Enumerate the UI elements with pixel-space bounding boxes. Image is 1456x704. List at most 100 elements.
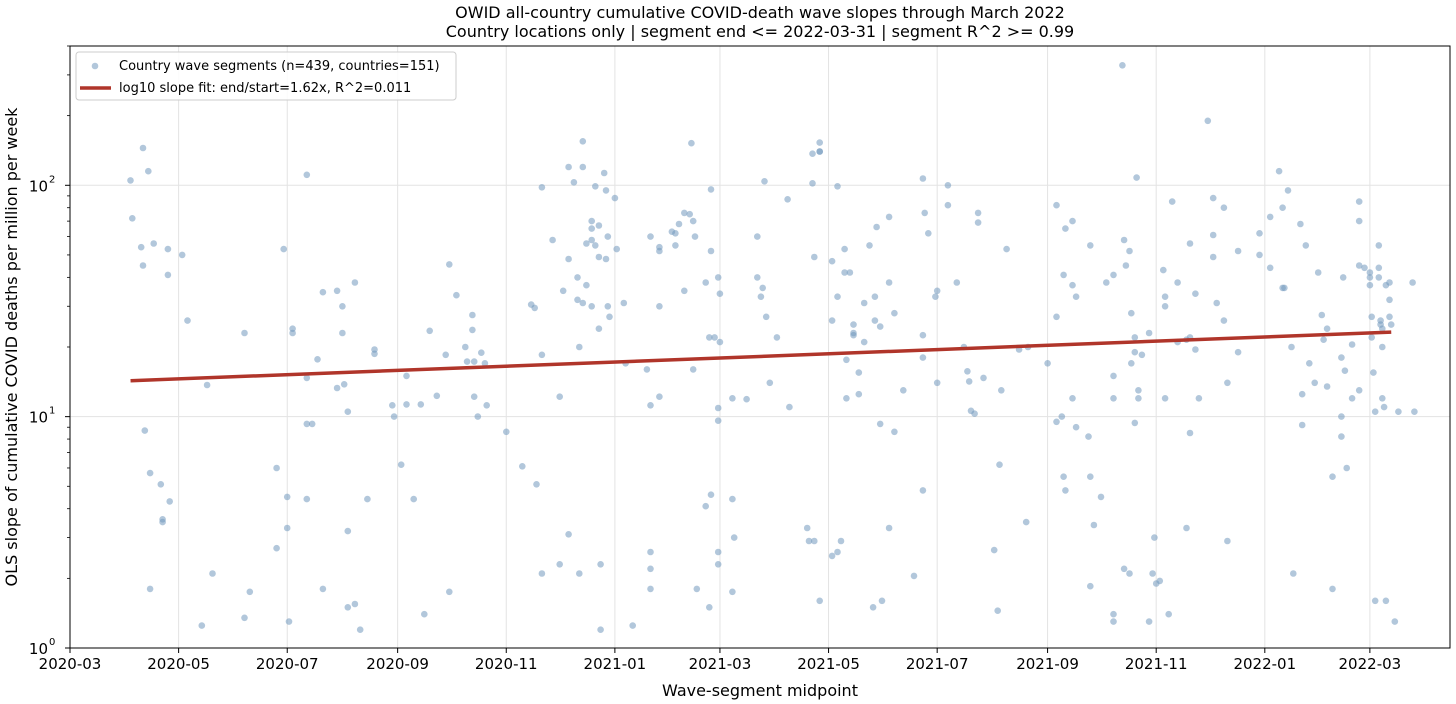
scatter-point xyxy=(356,626,364,633)
scatter-point xyxy=(816,139,823,146)
y-tick-label: 10 xyxy=(29,409,48,427)
y-tick-exponent: 2 xyxy=(49,174,55,185)
scatter-point xyxy=(841,245,848,253)
scatter-point xyxy=(629,622,636,629)
scatter-point xyxy=(478,349,485,357)
scatter-point xyxy=(1087,582,1094,590)
scatter-point xyxy=(556,393,563,401)
grid-lines xyxy=(69,46,1450,649)
scatter-point xyxy=(1165,610,1172,618)
x-tick-label: 2020-03 xyxy=(39,655,102,673)
scatter-point xyxy=(944,182,952,189)
scatter-point xyxy=(834,293,841,301)
scatter-point xyxy=(1069,281,1076,289)
scatter-point xyxy=(1375,242,1383,249)
scatter-point xyxy=(474,413,482,420)
scatter-point xyxy=(811,537,818,545)
scatter-point xyxy=(647,585,654,593)
scatter-point xyxy=(597,561,604,568)
scatter-point xyxy=(308,420,316,428)
scatter-point xyxy=(1366,274,1374,281)
scatter-point xyxy=(850,331,857,339)
chart-title-line-2: Country locations only | segment end <= … xyxy=(446,22,1074,41)
scatter-point xyxy=(1120,236,1128,244)
scatter-point xyxy=(1290,570,1297,577)
scatter-point xyxy=(390,413,398,420)
scatter-point xyxy=(595,222,603,229)
scatter-point xyxy=(691,233,699,240)
scatter-point xyxy=(1003,245,1010,253)
scatter-point xyxy=(565,163,572,171)
scatter-point xyxy=(1361,264,1368,272)
scatter-point xyxy=(595,325,603,333)
scatter-point xyxy=(1087,242,1094,249)
scatter-point xyxy=(469,311,476,319)
y-tick-exponent: 0 xyxy=(49,637,55,648)
x-tick-label: 2020-07 xyxy=(256,655,319,673)
scatter-points xyxy=(127,62,1418,633)
scatter-point xyxy=(1110,610,1117,618)
scatter-point xyxy=(754,233,761,240)
scatter-point xyxy=(159,518,166,526)
scatter-point xyxy=(869,604,877,611)
scatter-point xyxy=(1256,251,1263,259)
scatter-point xyxy=(672,230,679,237)
scatter-point xyxy=(953,279,961,286)
scatter-point xyxy=(910,572,918,580)
x-tick-label: 2021-07 xyxy=(906,655,969,673)
scatter-point xyxy=(314,356,321,363)
scatter-point xyxy=(1266,213,1274,221)
scatter-point xyxy=(681,287,688,295)
scatter-point xyxy=(1348,395,1356,402)
scatter-point xyxy=(588,225,595,232)
scatter-point xyxy=(127,177,134,184)
scatter-point xyxy=(647,402,654,409)
scatter-point xyxy=(592,242,599,249)
scatter-point xyxy=(470,393,478,401)
scatter-point xyxy=(996,461,1003,469)
scatter-point xyxy=(1382,597,1390,605)
scatter-point xyxy=(1306,360,1313,367)
scatter-point xyxy=(971,410,978,418)
scatter-point xyxy=(1323,325,1331,333)
scatter-point xyxy=(828,257,836,265)
scatter-point xyxy=(1060,473,1067,481)
scatter-point xyxy=(803,524,811,532)
scatter-point xyxy=(729,588,736,596)
scatter-point xyxy=(1195,395,1203,402)
scatter-point xyxy=(446,261,453,268)
scatter-point xyxy=(1311,379,1318,387)
scatter-point xyxy=(1411,408,1418,416)
scatter-point xyxy=(588,236,595,244)
x-tick-label: 2022-03 xyxy=(1339,655,1402,673)
scatter-point xyxy=(129,215,136,222)
scatter-point xyxy=(303,171,311,179)
scatter-point xyxy=(203,381,211,389)
scatter-point xyxy=(246,588,254,596)
x-tick-label: 2020-05 xyxy=(147,655,210,673)
scatter-point xyxy=(1186,429,1194,437)
scatter-point xyxy=(1090,521,1098,529)
scatter-point xyxy=(1370,369,1377,376)
scatter-point xyxy=(303,420,311,428)
scatter-point xyxy=(689,217,697,225)
scatter-point xyxy=(576,343,583,351)
fit-line xyxy=(130,330,1392,383)
scatter-point xyxy=(1110,618,1117,625)
scatter-point xyxy=(1338,354,1345,361)
scatter-point xyxy=(1297,220,1304,228)
scatter-point xyxy=(730,534,738,541)
scatter-point xyxy=(604,233,612,240)
scatter-point xyxy=(1266,264,1274,272)
scatter-point xyxy=(1168,198,1176,205)
scatter-point xyxy=(672,242,679,249)
scatter-point xyxy=(184,317,191,324)
scatter-point xyxy=(754,274,761,281)
scatter-point xyxy=(647,548,654,556)
scatter-point xyxy=(1371,408,1379,416)
scatter-point xyxy=(583,281,590,289)
scatter-point xyxy=(604,303,612,310)
scatter-point xyxy=(1060,271,1067,279)
scatter-point xyxy=(729,395,736,402)
scatter-point xyxy=(656,303,663,310)
